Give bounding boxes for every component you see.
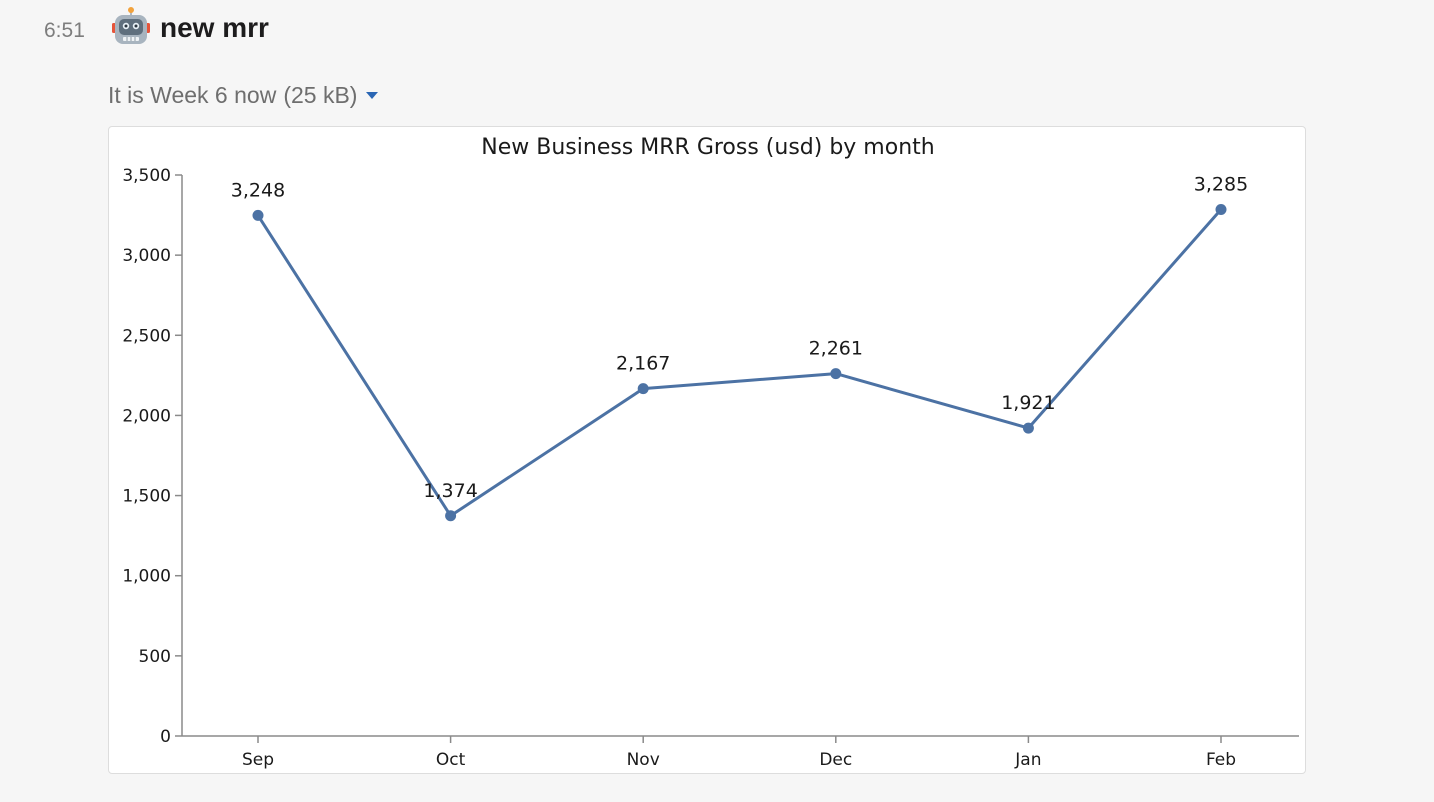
caret-down-icon[interactable] (366, 92, 379, 99)
data-label: 3,285 (1194, 173, 1248, 195)
data-points-group (252, 203, 1227, 522)
y-axis-ticks: 0 500 1,000 1,500 2,000 2,500 3,000 3,500 (122, 166, 182, 747)
data-label: 1,921 (1001, 392, 1055, 414)
sender-name[interactable]: new mrr (160, 12, 269, 43)
x-tick-label: Jan (1014, 750, 1041, 770)
series-line-group (256, 208, 1223, 518)
file-title[interactable]: It is Week 6 now (108, 82, 277, 108)
data-point (252, 209, 264, 221)
x-tick-label: Dec (819, 750, 852, 770)
robot-icon[interactable] (110, 6, 152, 48)
series-line (256, 208, 1223, 518)
chart-title: New Business MRR Gross (usd) by month (481, 135, 934, 160)
message-timestamp[interactable]: 6:51 (44, 19, 85, 42)
x-tick-label: Feb (1206, 750, 1236, 770)
data-point (1022, 422, 1034, 434)
data-label: 3,248 (231, 179, 285, 201)
y-tick-label: 0 (160, 727, 171, 747)
data-labels-group: 3,248 1,374 2,167 2,261 1,921 3,285 (231, 173, 1248, 501)
y-tick-label: 1,500 (122, 487, 171, 507)
y-tick-label: 3,000 (122, 246, 171, 266)
x-tick-label: Nov (627, 750, 660, 770)
file-attachment-header: It is Week 6 now (25 kB) (108, 82, 379, 109)
data-label: 1,374 (423, 480, 477, 502)
x-tick-label: Oct (436, 750, 466, 770)
mrr-line-chart: New Business MRR Gross (usd) by month 0 5… (122, 135, 1299, 770)
x-tick-label: Sep (242, 750, 274, 770)
data-label: 2,261 (809, 338, 863, 360)
y-tick-label: 500 (139, 647, 171, 667)
chart-image[interactable]: New Business MRR Gross (usd) by month 0 5… (108, 126, 1306, 774)
data-point (637, 383, 649, 395)
data-point (1215, 203, 1227, 215)
data-point (830, 368, 842, 380)
data-point (445, 510, 457, 522)
y-tick-label: 3,500 (122, 166, 171, 186)
file-size: (25 kB) (283, 82, 358, 108)
data-label: 2,167 (616, 353, 670, 375)
y-tick-label: 2,500 (122, 326, 171, 346)
y-tick-label: 1,000 (122, 567, 171, 587)
x-axis-ticks: Sep Oct Nov Dec Jan Feb (242, 736, 1236, 770)
y-tick-label: 2,000 (122, 406, 171, 426)
